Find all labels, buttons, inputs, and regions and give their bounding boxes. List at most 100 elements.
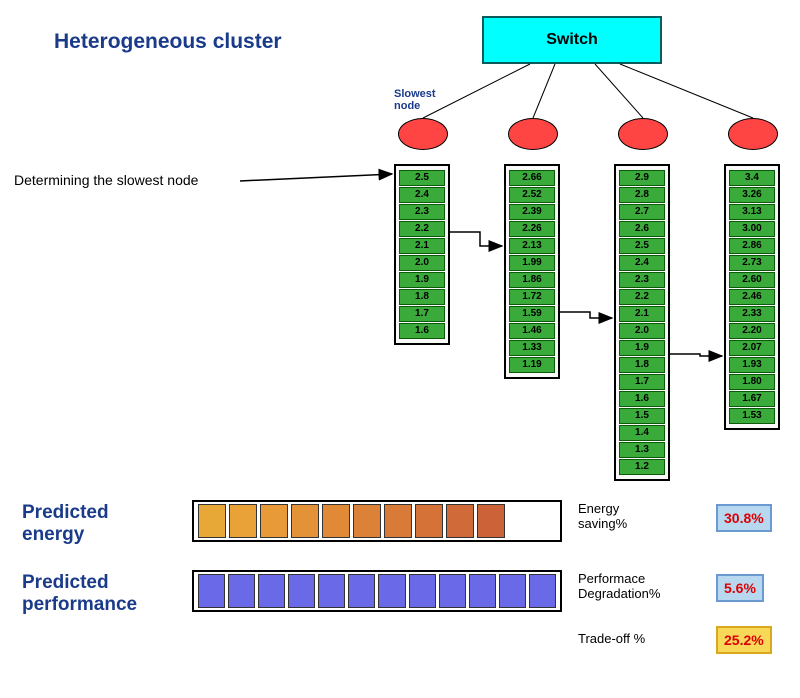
freq-cell: 1.46: [509, 323, 555, 339]
energy-seg: [353, 504, 381, 538]
perf-seg: [529, 574, 556, 608]
freq-cell: 2.2: [399, 221, 445, 237]
freq-cell: 2.4: [619, 255, 665, 271]
freq-cell: 2.60: [729, 272, 775, 288]
freq-cell: 1.67: [729, 391, 775, 407]
freq-cell: 1.8: [399, 289, 445, 305]
freq-cell: 2.4: [399, 187, 445, 203]
perf-seg: [288, 574, 315, 608]
perf-seg: [439, 574, 466, 608]
freq-cell: 2.1: [619, 306, 665, 322]
freq-cell: 1.6: [399, 323, 445, 339]
perf-seg: [318, 574, 345, 608]
freq-cell: 1.9: [399, 272, 445, 288]
freq-cell: 2.52: [509, 187, 555, 203]
freq-cell: 2.5: [399, 170, 445, 186]
freq-cell: 1.7: [619, 374, 665, 390]
metric-value-0: 30.8%: [716, 504, 772, 532]
predicted-energy-bar: [192, 500, 562, 542]
energy-seg: [229, 504, 257, 538]
freq-cell: 1.99: [509, 255, 555, 271]
freq-cell: 1.72: [509, 289, 555, 305]
perf-seg: [258, 574, 285, 608]
node-oval-0: [398, 118, 448, 150]
freq-cell: 1.33: [509, 340, 555, 356]
energy-seg: [477, 504, 505, 538]
predicted-performance-label: Predicted performance: [22, 572, 137, 616]
freq-cell: 1.93: [729, 357, 775, 373]
freq-cell: 1.5: [619, 408, 665, 424]
freq-cell: 1.4: [619, 425, 665, 441]
freq-cell: 2.73: [729, 255, 775, 271]
freq-cell: 1.19: [509, 357, 555, 373]
freq-cell: 2.5: [619, 238, 665, 254]
freq-cell: 2.8: [619, 187, 665, 203]
metric-label-2: Trade-off %: [578, 632, 645, 647]
predicted-performance-bar: [192, 570, 562, 612]
freq-cell: 3.4: [729, 170, 775, 186]
freq-cell: 2.7: [619, 204, 665, 220]
perf-seg: [378, 574, 405, 608]
freq-cell: 1.3: [619, 442, 665, 458]
freq-cell: 2.33: [729, 306, 775, 322]
predicted-energy-label: Predicted energy: [22, 502, 109, 546]
metric-value-1: 5.6%: [716, 574, 764, 602]
perf-seg: [228, 574, 255, 608]
freq-cell: 1.9: [619, 340, 665, 356]
freq-cell: 2.86: [729, 238, 775, 254]
metric-label-1: Performace Degradation%: [578, 572, 660, 602]
freq-cell: 2.46: [729, 289, 775, 305]
freq-cell: 2.0: [399, 255, 445, 271]
freq-cell: 2.1: [399, 238, 445, 254]
freq-cell: 2.3: [619, 272, 665, 288]
metric-label-0: Energy saving%: [578, 502, 627, 532]
freq-cell: 2.6: [619, 221, 665, 237]
freq-cell: 2.07: [729, 340, 775, 356]
freq-cell: 2.26: [509, 221, 555, 237]
freq-cell: 2.3: [399, 204, 445, 220]
node-oval-1: [508, 118, 558, 150]
freq-cell: 1.7: [399, 306, 445, 322]
perf-seg: [409, 574, 436, 608]
freq-cell: 3.26: [729, 187, 775, 203]
energy-seg: [384, 504, 412, 538]
freq-cell: 2.9: [619, 170, 665, 186]
determining-label: Determining the slowest node: [14, 172, 198, 188]
node-oval-2: [618, 118, 668, 150]
freq-cell: 1.59: [509, 306, 555, 322]
energy-seg: [415, 504, 443, 538]
freq-cell: 1.2: [619, 459, 665, 475]
freq-stack-2: 2.92.82.72.62.52.42.32.22.12.01.91.81.71…: [614, 164, 670, 481]
metric-value-2: 25.2%: [716, 626, 772, 654]
freq-cell: 2.66: [509, 170, 555, 186]
energy-seg: [446, 504, 474, 538]
freq-cell: 2.39: [509, 204, 555, 220]
perf-seg: [469, 574, 496, 608]
freq-stack-1: 2.662.522.392.262.131.991.861.721.591.46…: [504, 164, 560, 379]
freq-cell: 2.2: [619, 289, 665, 305]
freq-cell: 1.8: [619, 357, 665, 373]
freq-cell: 3.00: [729, 221, 775, 237]
freq-cell: 2.0: [619, 323, 665, 339]
node-oval-3: [728, 118, 778, 150]
freq-cell: 1.53: [729, 408, 775, 424]
freq-cell: 1.86: [509, 272, 555, 288]
switch-box: Switch: [482, 16, 662, 64]
freq-cell: 2.13: [509, 238, 555, 254]
switch-label: Switch: [546, 31, 598, 49]
energy-seg: [322, 504, 350, 538]
freq-cell: 3.13: [729, 204, 775, 220]
perf-seg: [499, 574, 526, 608]
energy-seg: [260, 504, 288, 538]
energy-seg: [198, 504, 226, 538]
freq-cell: 1.80: [729, 374, 775, 390]
perf-seg: [348, 574, 375, 608]
slowest-node-label: Slowest node: [394, 88, 436, 112]
freq-cell: 2.20: [729, 323, 775, 339]
freq-cell: 1.6: [619, 391, 665, 407]
diagram-title: Heterogeneous cluster: [54, 30, 282, 54]
freq-stack-3: 3.43.263.133.002.862.732.602.462.332.202…: [724, 164, 780, 430]
energy-seg: [291, 504, 319, 538]
perf-seg: [198, 574, 225, 608]
freq-stack-0: 2.52.42.32.22.12.01.91.81.71.6: [394, 164, 450, 345]
